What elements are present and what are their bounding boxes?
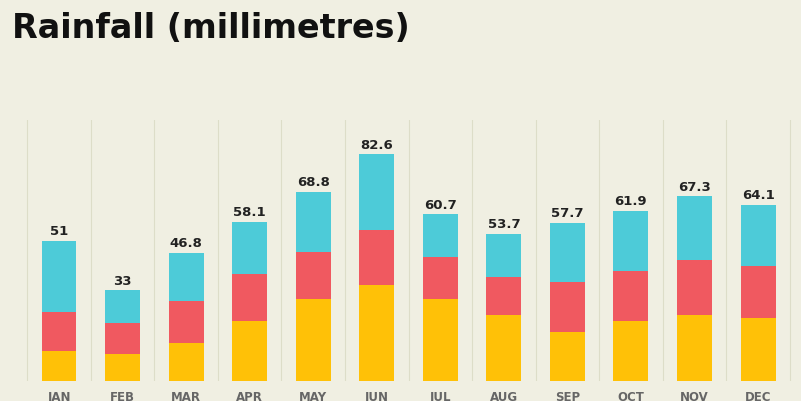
Bar: [105, 323, 140, 354]
Text: 57.7: 57.7: [551, 207, 584, 220]
Bar: [550, 223, 585, 282]
Bar: [741, 318, 775, 381]
Bar: [42, 351, 76, 381]
Bar: [486, 315, 521, 381]
Text: 33: 33: [113, 275, 132, 288]
Text: 51: 51: [50, 225, 68, 238]
Bar: [232, 320, 267, 381]
Bar: [677, 196, 712, 260]
Bar: [232, 274, 267, 320]
Bar: [741, 266, 775, 318]
Bar: [296, 192, 331, 252]
Bar: [168, 342, 203, 381]
Bar: [614, 271, 649, 320]
Bar: [360, 285, 394, 381]
Bar: [423, 215, 457, 257]
Text: 82.6: 82.6: [360, 139, 393, 152]
Bar: [741, 205, 775, 266]
Bar: [550, 332, 585, 381]
Bar: [42, 241, 76, 312]
Bar: [168, 302, 203, 342]
Text: 58.1: 58.1: [233, 206, 266, 219]
Text: 46.8: 46.8: [170, 237, 203, 250]
Bar: [296, 299, 331, 381]
Bar: [614, 320, 649, 381]
Bar: [105, 290, 140, 323]
Bar: [486, 277, 521, 315]
Bar: [105, 354, 140, 381]
Text: Rainfall (millimetres): Rainfall (millimetres): [12, 12, 410, 45]
Text: 53.7: 53.7: [488, 218, 520, 231]
Bar: [677, 260, 712, 315]
Bar: [677, 315, 712, 381]
Bar: [486, 234, 521, 277]
Bar: [423, 299, 457, 381]
Bar: [296, 252, 331, 299]
Text: 61.9: 61.9: [614, 195, 647, 209]
Bar: [614, 211, 649, 271]
Bar: [550, 282, 585, 332]
Bar: [360, 154, 394, 230]
Bar: [232, 221, 267, 274]
Bar: [42, 312, 76, 351]
Bar: [168, 253, 203, 302]
Text: 68.8: 68.8: [296, 176, 330, 189]
Text: 60.7: 60.7: [424, 198, 457, 212]
Text: 67.3: 67.3: [678, 180, 710, 194]
Bar: [360, 230, 394, 285]
Bar: [423, 257, 457, 299]
Text: 64.1: 64.1: [742, 189, 775, 203]
